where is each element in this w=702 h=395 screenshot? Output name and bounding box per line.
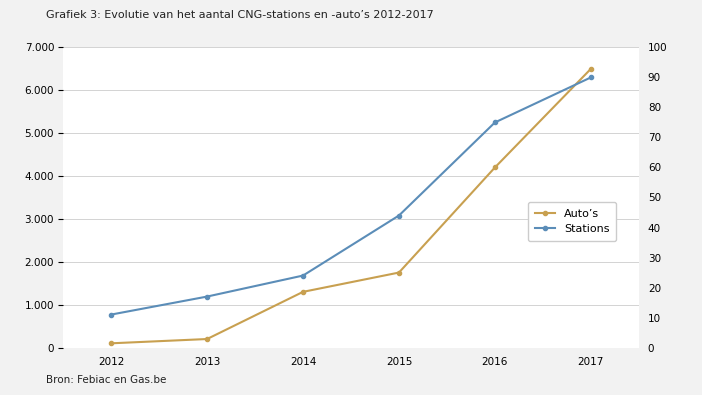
Stations [395, 213, 403, 218]
Line: Auto’s: Auto’s [109, 67, 593, 345]
Stations [203, 294, 211, 299]
Auto’s [203, 337, 211, 341]
Auto’s [395, 270, 403, 275]
Auto’s [491, 165, 499, 170]
Legend: Auto’s, Stations: Auto’s, Stations [529, 202, 616, 241]
Auto’s [587, 66, 595, 71]
Stations [587, 75, 595, 80]
Stations [107, 312, 115, 317]
Stations [491, 120, 499, 125]
Line: Stations: Stations [109, 75, 593, 317]
Text: Bron: Febiac en Gas.be: Bron: Febiac en Gas.be [46, 375, 166, 385]
Stations [299, 273, 307, 278]
Text: Grafiek 3: Evolutie van het aantal CNG-stations en -auto’s 2012-2017: Grafiek 3: Evolutie van het aantal CNG-s… [46, 10, 433, 20]
Auto’s [107, 341, 115, 346]
Auto’s [299, 290, 307, 294]
